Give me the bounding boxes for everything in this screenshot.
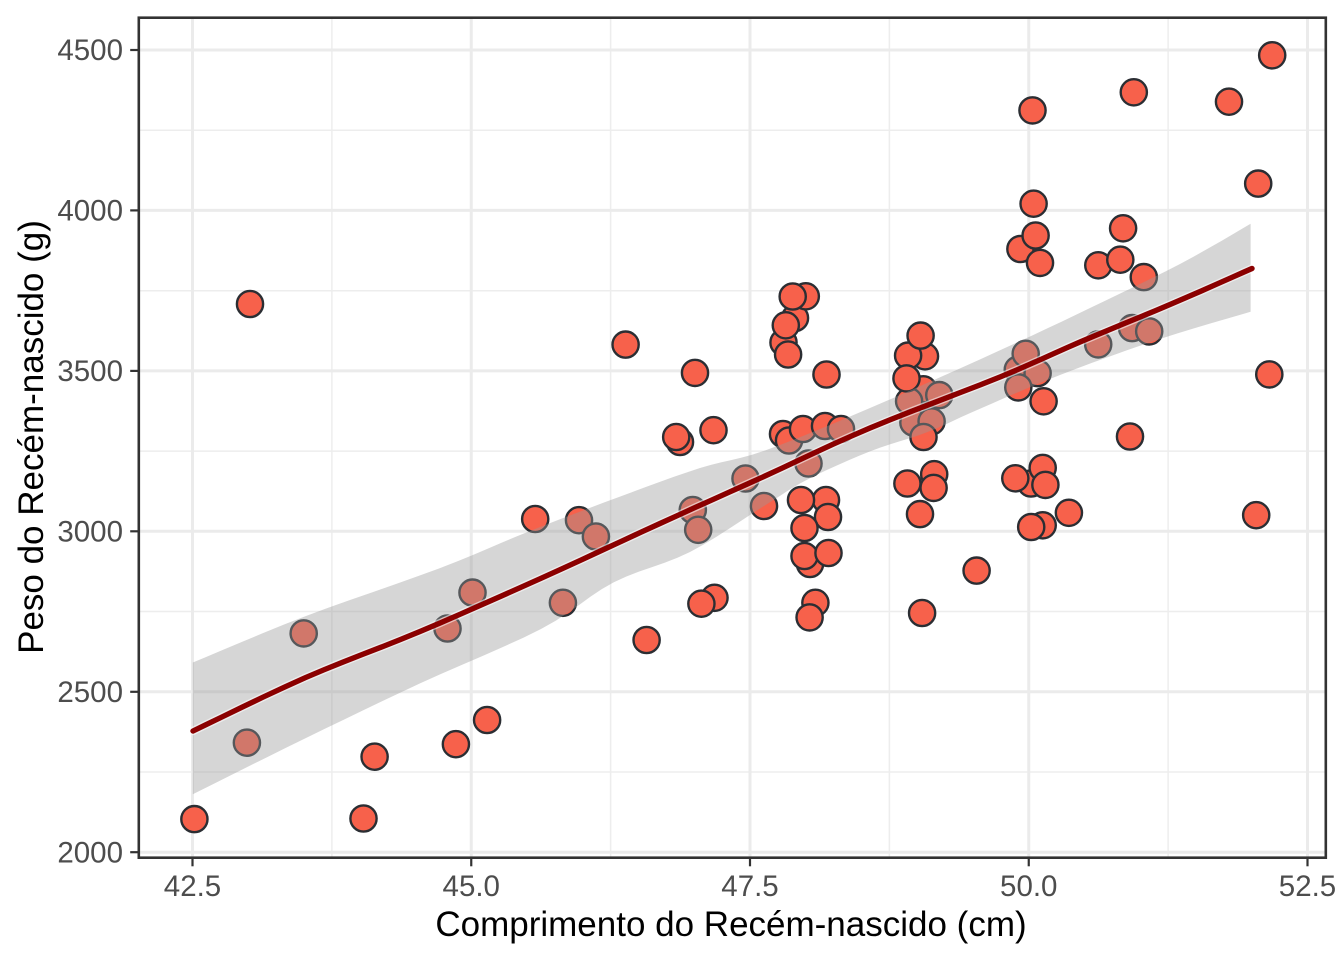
svg-text:52.5: 52.5: [1279, 870, 1336, 903]
svg-text:50.0: 50.0: [1000, 870, 1057, 903]
svg-text:4000: 4000: [57, 195, 123, 228]
svg-text:47.5: 47.5: [721, 870, 778, 903]
svg-text:2500: 2500: [57, 676, 123, 709]
svg-text:Comprimento do Recém-nascido (: Comprimento do Recém-nascido (cm): [435, 905, 1026, 944]
svg-text:3500: 3500: [57, 355, 123, 388]
svg-text:3000: 3000: [57, 515, 123, 548]
svg-text:4500: 4500: [57, 34, 123, 67]
svg-text:42.5: 42.5: [164, 870, 221, 903]
svg-text:Peso do Recém-nascido (g): Peso do Recém-nascido (g): [12, 220, 51, 654]
svg-text:45.0: 45.0: [443, 870, 500, 903]
svg-text:2000: 2000: [57, 836, 123, 869]
